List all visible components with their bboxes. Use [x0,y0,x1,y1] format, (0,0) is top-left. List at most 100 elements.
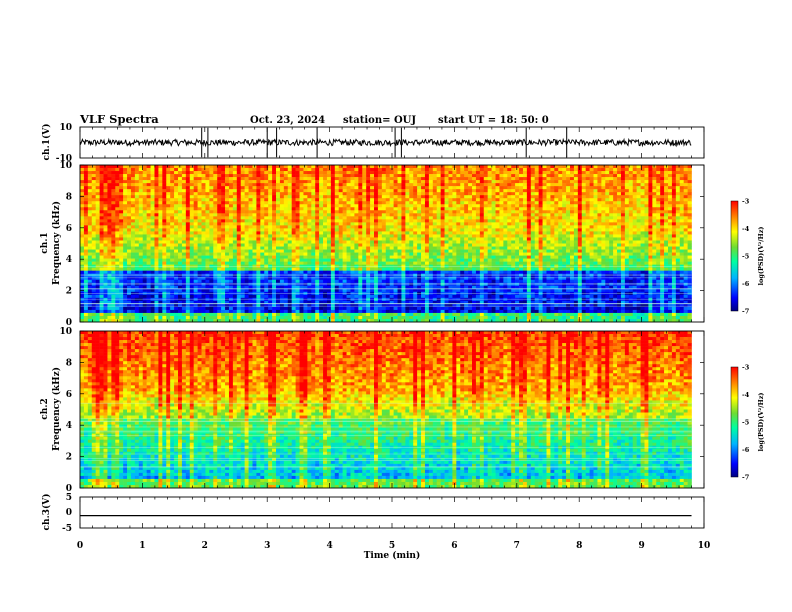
spectrogram-cell [601,231,606,235]
spectrogram-cell [550,234,555,238]
spectrogram-cell [436,207,441,211]
spectrogram-cell [593,186,598,190]
spectrogram-cell [326,183,332,187]
spectrogram-cell [613,219,618,223]
spectrogram-cell [393,255,398,259]
spectrogram-cell [91,234,96,238]
spectrogram-cell [668,177,673,181]
spectrogram-cell [366,210,371,214]
spectrogram-cell [421,195,426,199]
spectrogram-cell [511,174,516,178]
spectrogram-cell [636,204,641,208]
spectrogram-cell [687,228,692,232]
spectrogram-cell [158,210,163,214]
spectrogram-cell [295,234,300,238]
spectrogram-cell [491,204,496,208]
spectrogram-cell [107,255,112,259]
spectrogram-cell [315,252,320,256]
spectrogram-cell [209,252,214,256]
spectrogram-cell [295,198,300,202]
spectrogram-cell [664,207,669,211]
spectrogram-cell [519,204,524,208]
spectrogram-cell [323,171,328,175]
spectrogram-cell [519,189,524,193]
spectrogram-cell [283,228,289,232]
spectrogram-cell [648,177,653,181]
spectrogram-cell [519,207,524,211]
spectrogram-cell [154,231,159,235]
spectrogram-cell [307,183,312,187]
spectrogram-cell [107,171,112,175]
spectrogram-cell [103,186,108,190]
spectrogram-cell [573,213,579,217]
spectrogram-cell [546,207,551,211]
spectrogram-cell [573,219,579,223]
spectrogram-cell [624,216,630,220]
spectrogram-cell [307,201,312,205]
spectrogram-cell [452,237,457,241]
spectrogram-cell [593,207,598,211]
spectrogram-cell [519,255,524,259]
spectrogram-cell [264,228,269,232]
spectrogram-cell [319,228,324,232]
spectrogram-cell [166,183,171,187]
spectrogram-cell [656,255,661,259]
spectrogram-cell [350,186,355,190]
spectrogram-cell [123,258,128,262]
spectrogram-cell [354,210,359,214]
spectrogram-cell [554,186,559,190]
spectrogram-cell [134,192,140,196]
spectrogram-cell [279,252,285,256]
spectrogram-cell [448,189,453,193]
spectrogram-cell [671,210,677,214]
spectrogram-cell [350,231,355,235]
spectrogram-cell [326,228,332,232]
spectrogram-cell [609,192,614,196]
spectrogram-cell [236,204,242,208]
spectrogram-cell [268,222,273,226]
spectrogram-cell [268,213,273,217]
spectrogram-cell [534,210,539,214]
spectrogram-cell [440,198,445,202]
spectrogram-cell [381,234,387,238]
spectrogram-cell [370,249,375,253]
spectrogram-cell [495,216,500,220]
spectrogram-cell [605,225,610,229]
spectrogram-cell [291,198,296,202]
spectrogram-cell [432,234,438,238]
spectrogram-cell [381,228,387,232]
spectrogram-cell [554,183,559,187]
spectrogram-cell [624,201,630,205]
spectrogram-cell [464,219,469,223]
spectrogram-cell [315,237,320,241]
spectrogram-cell [644,243,649,247]
spectrogram-cell [421,186,426,190]
spectrogram-cell [389,243,394,247]
spectrogram-cell [397,216,402,220]
spectrogram-cell [377,168,383,172]
spectrogram-cell [526,213,532,217]
spectrogram-cell [295,165,300,169]
spectrogram-cell [542,252,547,256]
spectrogram-cell [503,255,508,259]
spectrogram-cell [370,210,375,214]
spectrogram-cell [303,168,308,172]
spectrogram-cell [338,255,343,259]
spectrogram-cell [295,207,300,211]
spectrogram-cell [138,180,144,184]
spectrogram-cell [197,255,202,259]
spectrogram-cell [609,216,614,220]
spectrogram-cell [236,192,242,196]
spectrogram-cell [542,195,547,199]
spectrogram-cell [522,219,528,223]
spectrogram-cell [162,243,167,247]
spectrogram-cell [291,240,296,244]
spectrogram-cell [393,234,398,238]
spectrogram-cell [319,255,324,259]
spectrogram-cell [413,195,418,199]
spectrogram-cell [448,213,453,217]
spectrogram-cell [609,222,614,226]
spectrogram-cell [440,168,445,172]
spectrogram-cell [542,168,547,172]
spectrogram-cell [366,234,371,238]
